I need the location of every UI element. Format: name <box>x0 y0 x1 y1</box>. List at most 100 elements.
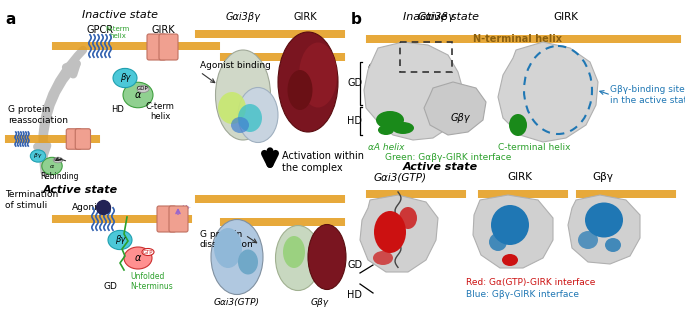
Ellipse shape <box>278 32 338 132</box>
Ellipse shape <box>142 249 154 255</box>
Text: GDP: GDP <box>137 86 149 91</box>
Text: GD: GD <box>347 260 362 270</box>
Polygon shape <box>364 42 463 140</box>
Text: G protein
dissociation: G protein dissociation <box>200 230 253 250</box>
Text: Gβγ: Gβγ <box>450 113 470 123</box>
FancyBboxPatch shape <box>75 129 90 149</box>
Text: βγ: βγ <box>120 73 130 82</box>
Ellipse shape <box>509 114 527 136</box>
Ellipse shape <box>491 205 529 245</box>
Text: Activation within
the complex: Activation within the complex <box>282 151 364 173</box>
Ellipse shape <box>238 87 278 143</box>
Bar <box>5 135 100 143</box>
Text: C-terminal helix: C-terminal helix <box>498 143 571 152</box>
Ellipse shape <box>216 50 271 140</box>
Ellipse shape <box>30 150 46 162</box>
Text: αA helix: αA helix <box>368 143 405 152</box>
Ellipse shape <box>374 211 406 253</box>
Text: Gαi3βγ: Gαi3βγ <box>225 12 260 22</box>
Text: Blue: Gβγ-GIRK interface: Blue: Gβγ-GIRK interface <box>466 290 579 299</box>
Text: GIRK: GIRK <box>151 25 175 35</box>
Text: GPCR: GPCR <box>86 25 114 35</box>
Ellipse shape <box>605 238 621 252</box>
Text: α: α <box>50 163 54 169</box>
Text: Unfolded
N-terminus: Unfolded N-terminus <box>130 272 173 291</box>
Ellipse shape <box>211 219 263 294</box>
Text: GTP: GTP <box>142 250 153 255</box>
Text: N-terminal helix: N-terminal helix <box>473 34 562 44</box>
Text: Rebinding: Rebinding <box>40 172 79 181</box>
Text: Red: Gα(GTP)-GIRK interface: Red: Gα(GTP)-GIRK interface <box>466 278 595 287</box>
Ellipse shape <box>137 86 149 92</box>
FancyBboxPatch shape <box>159 34 178 60</box>
Ellipse shape <box>231 117 249 133</box>
Text: GIRK: GIRK <box>508 172 532 182</box>
Ellipse shape <box>214 228 242 268</box>
Text: N-term
helix: N-term helix <box>106 26 130 39</box>
Ellipse shape <box>288 70 312 110</box>
Text: Agonist binding: Agonist binding <box>200 61 271 70</box>
Polygon shape <box>424 82 486 135</box>
Text: HD: HD <box>112 105 125 114</box>
Text: Gαi3(GTP): Gαi3(GTP) <box>214 298 260 307</box>
Text: GD: GD <box>347 78 362 88</box>
Text: G protein
reassociation: G protein reassociation <box>8 105 68 125</box>
FancyBboxPatch shape <box>147 34 166 60</box>
Text: Gβγ: Gβγ <box>311 298 329 307</box>
Bar <box>576 190 676 198</box>
Text: Gαi3(GTP): Gαi3(GTP) <box>373 172 427 182</box>
Text: Inactive state: Inactive state <box>403 12 479 22</box>
Bar <box>366 190 466 198</box>
Ellipse shape <box>578 231 598 249</box>
Text: Unfolded
N-terminus: Unfolded N-terminus <box>376 220 423 239</box>
Ellipse shape <box>283 236 305 268</box>
FancyBboxPatch shape <box>169 206 188 232</box>
Polygon shape <box>568 195 640 264</box>
Ellipse shape <box>489 233 507 251</box>
Ellipse shape <box>275 225 321 290</box>
Text: Inactive state: Inactive state <box>82 10 158 20</box>
Text: Termination
of stimuli: Termination of stimuli <box>5 190 58 210</box>
Bar <box>195 195 345 203</box>
Ellipse shape <box>308 224 346 290</box>
FancyBboxPatch shape <box>66 129 82 149</box>
Ellipse shape <box>585 202 623 237</box>
Ellipse shape <box>376 111 404 129</box>
Ellipse shape <box>113 69 137 88</box>
Text: GDP: GDP <box>53 158 62 162</box>
Ellipse shape <box>53 157 63 163</box>
Ellipse shape <box>399 207 417 229</box>
Text: α: α <box>135 253 141 263</box>
Text: C-term
helix: C-term helix <box>145 102 175 122</box>
Text: Green: Gαβγ-GIRK interface: Green: Gαβγ-GIRK interface <box>385 153 511 162</box>
Text: Gαi3βγ: Gαi3βγ <box>417 12 455 22</box>
Bar <box>366 35 681 43</box>
Text: b: b <box>351 12 362 27</box>
Text: Active state: Active state <box>42 185 118 195</box>
Text: Gβγ-binding site
in the active state: Gβγ-binding site in the active state <box>610 85 685 105</box>
Bar <box>195 30 345 38</box>
FancyBboxPatch shape <box>157 206 176 232</box>
Text: Gβγ: Gβγ <box>593 172 614 182</box>
Text: HD: HD <box>347 116 362 126</box>
Ellipse shape <box>392 122 414 134</box>
Polygon shape <box>498 42 598 142</box>
Text: a: a <box>5 12 15 27</box>
Text: K⁺: K⁺ <box>181 206 191 215</box>
Text: HD: HD <box>347 290 362 300</box>
Ellipse shape <box>238 250 258 274</box>
Ellipse shape <box>218 92 246 124</box>
Ellipse shape <box>299 42 337 108</box>
Ellipse shape <box>42 157 62 175</box>
Ellipse shape <box>124 247 152 269</box>
Polygon shape <box>360 195 438 272</box>
Text: Agonist: Agonist <box>72 202 106 211</box>
Bar <box>478 190 568 198</box>
Ellipse shape <box>373 251 393 265</box>
Bar <box>52 215 192 223</box>
Text: GIRK: GIRK <box>553 12 579 22</box>
Ellipse shape <box>502 254 518 266</box>
Text: βγ: βγ <box>115 236 125 245</box>
Text: GIRK: GIRK <box>293 12 316 22</box>
Ellipse shape <box>108 230 132 250</box>
